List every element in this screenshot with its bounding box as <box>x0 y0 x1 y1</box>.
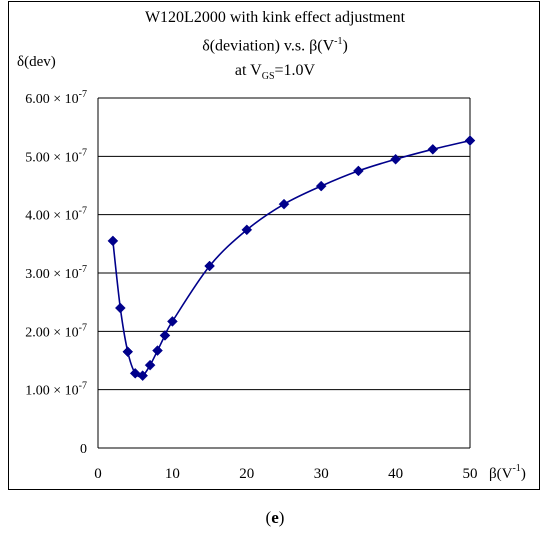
chart-frame: W120L2000 with kink effect adjustment δ(… <box>8 1 540 490</box>
y-tick-label: 0 <box>80 442 87 457</box>
data-point-marker <box>144 359 156 371</box>
panel-letter: e <box>271 508 279 527</box>
y-tick-label: 6.00 × 10-7 <box>25 89 87 107</box>
chart-subtitle-close: ) <box>342 37 348 55</box>
chart-subtitle-superscript: -1 <box>334 36 343 47</box>
data-point-marker <box>353 165 364 177</box>
chart-condition-subscript: GS <box>261 71 275 83</box>
y-tick-label: 5.00 × 10-7 <box>25 147 87 165</box>
x-axis-label: β(V-1) <box>489 463 526 482</box>
chart-subtitle: δ(deviation) v.s. β(V <box>202 37 335 55</box>
data-point-marker <box>204 260 215 272</box>
chart-title-line-3: at VGS=1.0V <box>9 62 541 82</box>
chart-title: W120L2000 with kink effect adjustment <box>144 9 406 26</box>
data-point-marker <box>152 345 163 356</box>
x-tick-label: 20 <box>239 466 254 482</box>
x-tick-label: 40 <box>388 466 403 482</box>
chart-condition-value: =1.0V <box>274 62 316 79</box>
y-tick-label: 2.00 × 10-7 <box>25 322 87 340</box>
y-axis-label: δ(dev) <box>17 54 56 70</box>
data-point-marker <box>122 346 134 358</box>
data-point-marker <box>114 302 126 314</box>
data-point-marker <box>167 316 178 327</box>
y-tick-label: 4.00 × 10-7 <box>25 206 87 224</box>
y-tick-label: 3.00 × 10-7 <box>25 264 87 282</box>
data-point-marker <box>107 235 119 247</box>
data-point-marker <box>427 143 439 155</box>
data-point-marker <box>241 224 253 236</box>
x-tick-label: 50 <box>463 466 478 482</box>
data-point-marker <box>278 198 290 210</box>
x-tick-label: 30 <box>314 466 329 482</box>
y-tick-label: 1.00 × 10-7 <box>25 381 87 399</box>
chart-title-line-2: δ(deviation) v.s. β(V-1) <box>9 36 541 55</box>
data-point-marker <box>315 180 327 192</box>
x-tick-label: 10 <box>165 466 180 482</box>
data-point-marker <box>390 153 401 165</box>
panel-label: (e) <box>265 508 285 527</box>
data-point-marker <box>159 330 171 341</box>
data-point-marker <box>464 135 476 146</box>
data-point-marker <box>137 370 148 382</box>
chart-plot: 0 1.00 × 10-7 2.00 × 10-7 3.00 × 10-7 4.00 ×… <box>17 54 526 482</box>
x-tick-label: 0 <box>94 466 102 482</box>
series-line <box>112 139 471 378</box>
chart-condition: at V <box>234 62 262 79</box>
chart-title-line-1: W120L2000 with kink effect adjustment <box>9 9 541 27</box>
